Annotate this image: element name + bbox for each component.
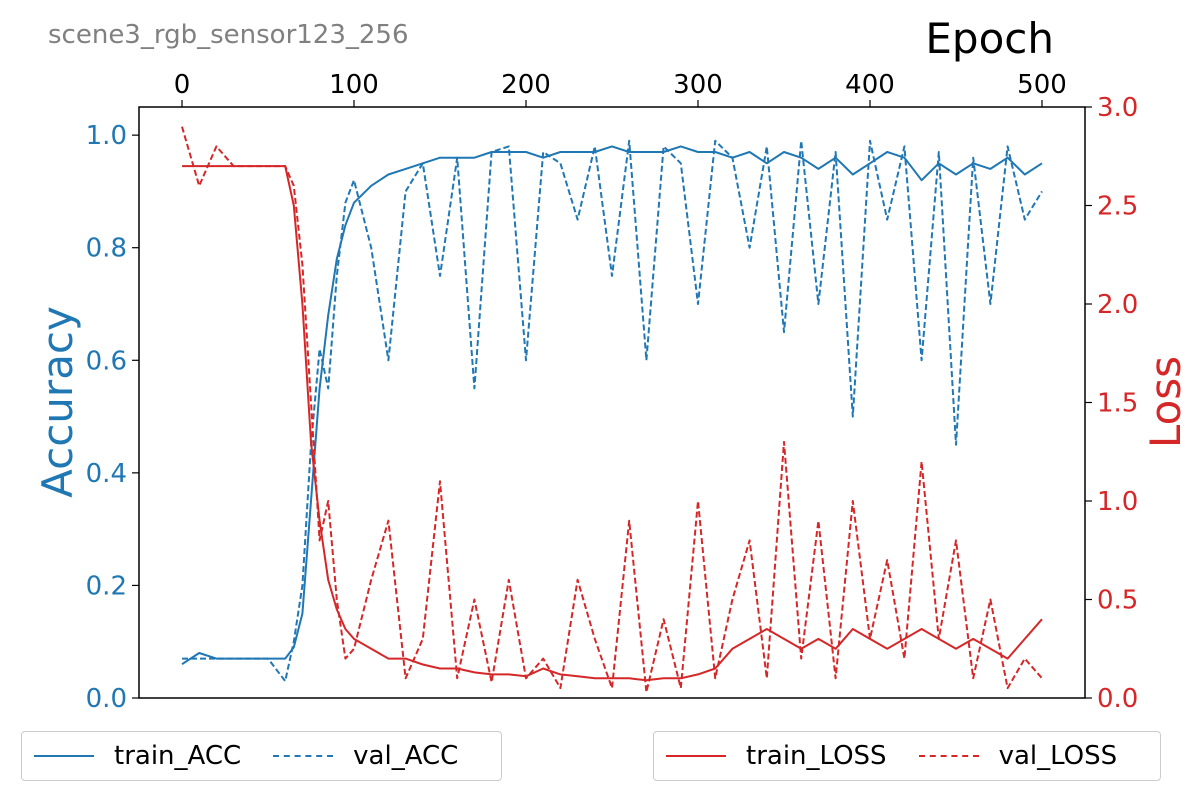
y-left-axis-label: Accuracy xyxy=(33,306,82,498)
legend-label-val-loss: val_LOSS xyxy=(998,741,1118,771)
y-left-tick-label: 0.0 xyxy=(86,684,127,714)
x-tick-label: 400 xyxy=(845,70,895,100)
legend-swatch-val-acc xyxy=(273,755,334,757)
x-tick-label: 100 xyxy=(329,70,379,100)
y-left-tick-label: 0.2 xyxy=(86,571,127,601)
legend-swatch-train-acc xyxy=(34,755,94,757)
x-tick-label: 200 xyxy=(501,70,551,100)
y-left-tick-label: 0.6 xyxy=(86,346,127,376)
axes-layer: 0 100 200 300 400 500 0.0 0.2 0.4 0.6 0.8 1.0 0.0 0.5… xyxy=(86,70,1139,714)
plot-frame xyxy=(138,106,1086,699)
legend-accuracy: train_ACC val_ACC xyxy=(21,731,502,781)
legend-item-train-acc: train_ACC xyxy=(34,741,241,771)
legend-swatch-val-loss xyxy=(918,755,979,757)
legend-swatch-train-loss xyxy=(666,755,726,757)
y-right-axis-label: Loss xyxy=(1141,356,1190,448)
legend-item-val-acc: val_ACC xyxy=(273,741,458,771)
legend-label-val-acc: val_ACC xyxy=(353,741,459,771)
y-right-tick-label: 2.0 xyxy=(1097,290,1138,320)
x-axis-label: Epoch xyxy=(925,14,1054,63)
legend-item-val-loss: val_LOSS xyxy=(918,741,1118,771)
series-line-train-loss xyxy=(182,165,1043,682)
y-right-tick-label: 2.5 xyxy=(1097,192,1138,222)
series-line-val-acc xyxy=(182,139,1043,683)
x-tick-label: 300 xyxy=(673,70,723,100)
y-right-tick-label: 0.5 xyxy=(1097,586,1138,616)
legend-item-train-loss: train_LOSS xyxy=(666,741,887,771)
legend-loss: train_LOSS val_LOSS xyxy=(653,731,1161,781)
chart-subtitle: scene3_rgb_sensor123_256 xyxy=(48,20,409,50)
x-tick-label: 500 xyxy=(1017,70,1067,100)
y-right-tick-label: 1.0 xyxy=(1097,487,1138,517)
series-line-val-loss xyxy=(181,126,1043,694)
y-right-tick-label: 1.5 xyxy=(1097,389,1138,419)
y-right-tick-label: 0.0 xyxy=(1097,684,1138,714)
series-line-train-acc xyxy=(181,145,1043,666)
x-tick-label: 0 xyxy=(174,70,191,100)
series-layer xyxy=(181,126,1043,694)
y-right-tick-label: 3.0 xyxy=(1097,93,1138,123)
y-left-tick-label: 1.0 xyxy=(86,121,127,151)
y-left-tick-label: 0.4 xyxy=(86,459,127,489)
legend-label-train-loss: train_LOSS xyxy=(746,741,887,771)
y-left-tick-label: 0.8 xyxy=(86,234,127,264)
legend-label-train-acc: train_ACC xyxy=(114,741,242,771)
